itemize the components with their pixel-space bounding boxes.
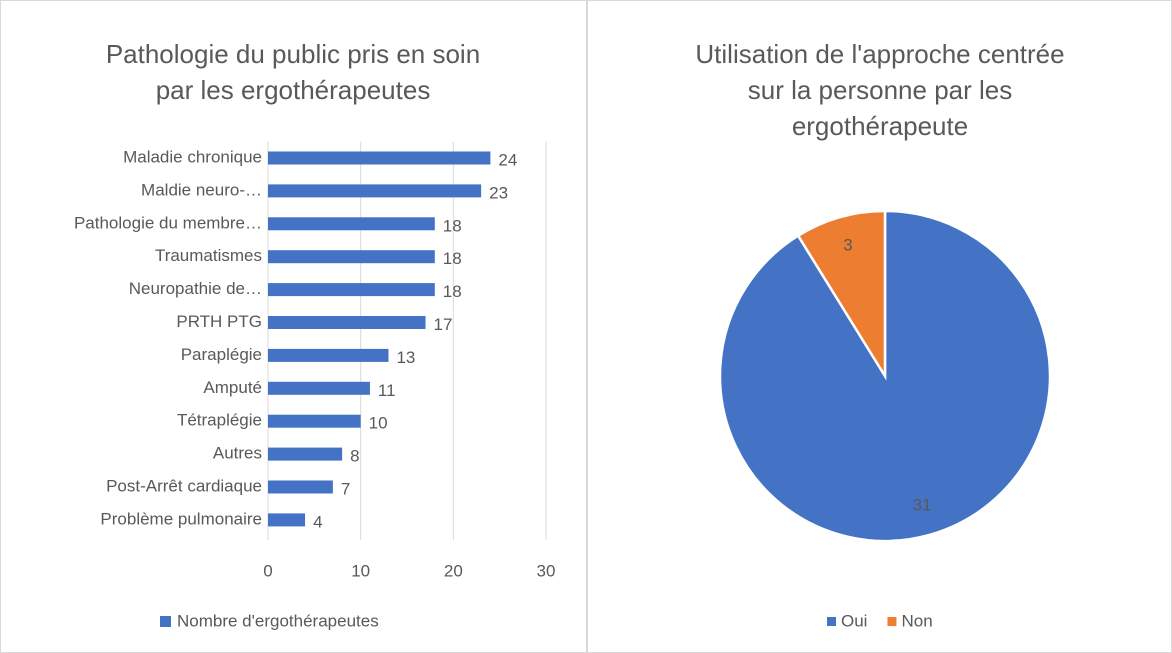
bar [268, 184, 482, 198]
legend-label: Nombre d'ergothérapeutes [177, 611, 379, 630]
bar [268, 283, 435, 297]
bar [268, 151, 491, 165]
chart-title: par les ergothérapeutes [156, 75, 431, 105]
bar [268, 414, 361, 428]
value-label: 31 [913, 496, 932, 515]
category-label: Post-Arrêt cardiaque [106, 476, 262, 495]
value-label: 11 [378, 381, 396, 400]
category-label: Maldie neuro-… [141, 180, 262, 199]
pie-slice [796, 209, 887, 381]
value-label: 18 [443, 249, 462, 268]
chart-title: Utilisation de l'approche centrée [695, 39, 1064, 69]
value-label: 7 [341, 479, 350, 498]
bar [268, 381, 370, 395]
bar [268, 250, 435, 264]
category-label: Maladie chronique [123, 147, 262, 166]
bar [268, 316, 426, 329]
bar [268, 480, 333, 494]
value-label: 17 [434, 315, 453, 334]
x-tick-label: 10 [351, 561, 370, 580]
value-label: 18 [443, 282, 462, 301]
legend-swatch [887, 617, 897, 626]
value-label: 23 [489, 183, 508, 202]
value-label: 10 [369, 414, 388, 433]
category-label: Paraplégie [181, 345, 262, 364]
value-label: 18 [443, 216, 462, 235]
bar [268, 348, 389, 362]
legend-label: Oui [841, 611, 867, 630]
bar [268, 513, 306, 527]
legend-swatch [160, 616, 171, 627]
value-label: 4 [313, 512, 322, 531]
chart-title: ergothérapeute [792, 111, 968, 141]
category-label: Autres [213, 444, 262, 463]
legend-label: Non [901, 611, 932, 630]
x-tick-label: 20 [444, 561, 463, 580]
x-tick-label: 0 [263, 561, 272, 580]
chart-title: Pathologie du public pris en soin [106, 39, 480, 69]
bar [268, 217, 435, 231]
value-label: 3 [843, 235, 852, 254]
x-tick-label: 30 [537, 561, 556, 580]
category-label: Traumatismes [155, 246, 262, 265]
legend-swatch [827, 617, 836, 626]
value-label: 24 [498, 150, 517, 169]
bar [268, 447, 343, 461]
category-label: Problème pulmonaire [100, 509, 262, 528]
chart-title: sur la personne par les [748, 75, 1012, 105]
category-label: Pathologie du membre… [74, 213, 262, 232]
value-label: 13 [396, 348, 415, 367]
category-label: Neuropathie de… [129, 279, 262, 298]
category-label: PRTH PTG [176, 312, 262, 331]
value-label: 8 [350, 447, 359, 466]
category-label: Amputé [203, 378, 262, 397]
category-label: Tétraplégie [177, 411, 262, 430]
